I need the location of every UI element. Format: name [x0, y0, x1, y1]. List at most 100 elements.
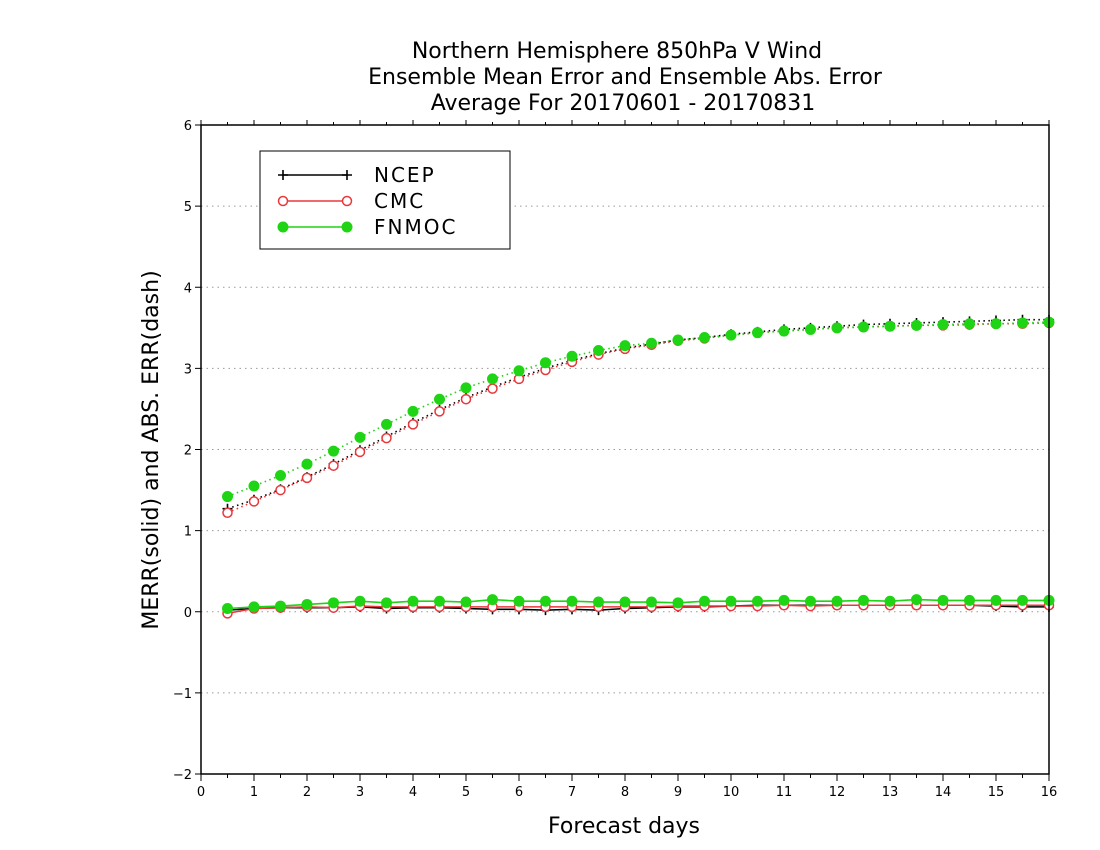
data-point-fnmoc-abs — [964, 318, 975, 330]
legend-item-cmc: CMC — [277, 189, 425, 213]
y-tick-label: 4 — [184, 281, 192, 296]
data-point-cmc-abs — [407, 419, 419, 430]
data-point-fnmoc-merr — [513, 595, 525, 607]
data-point-cmc-abs — [460, 393, 472, 405]
data-point-fnmoc-abs — [1017, 317, 1028, 329]
legend-label-fnmoc: FNMOC — [374, 215, 457, 239]
x-tick-label: 5 — [462, 785, 470, 800]
plot-frame — [200, 124, 1050, 775]
data-point-fnmoc-merr — [778, 594, 790, 606]
data-point-fnmoc-abs — [672, 334, 684, 346]
y-tick-label: −1 — [173, 687, 192, 702]
data-point-cmc-abs — [248, 496, 260, 507]
data-point-fnmoc-merr — [222, 603, 233, 615]
x-axis-label: Forecast days — [548, 814, 700, 839]
data-point-fnmoc-merr — [884, 595, 896, 607]
data-point-fnmoc-merr — [725, 595, 737, 607]
data-point-fnmoc-abs — [831, 322, 843, 334]
data-point-fnmoc-abs — [990, 318, 1002, 330]
series-line-fnmoc-abs — [227, 321, 1050, 498]
y-tick-label: 2 — [184, 444, 192, 459]
data-point-fnmoc-merr — [354, 595, 366, 607]
series-cmc — [222, 317, 1055, 619]
legend-item-fnmoc: FNMOC — [277, 215, 457, 239]
x-tick-label: 7 — [568, 785, 576, 800]
data-point-fnmoc-abs — [937, 319, 949, 331]
data-point-fnmoc-merr — [911, 594, 922, 606]
data-point-fnmoc-abs — [354, 431, 366, 443]
data-point-fnmoc-merr — [805, 595, 816, 607]
data-point-fnmoc-abs — [805, 323, 816, 335]
x-tick-label: 4 — [409, 785, 417, 800]
data-point-fnmoc-abs — [540, 357, 551, 369]
y-tick-label: 3 — [184, 362, 192, 377]
data-point-cmc-abs — [487, 383, 498, 394]
data-point-fnmoc-abs — [619, 340, 631, 352]
x-tick-label: 16 — [1041, 785, 1058, 800]
data-point-fnmoc-abs — [911, 319, 922, 331]
legend-label-cmc: CMC — [374, 189, 425, 213]
data-point-fnmoc-merr — [328, 597, 339, 609]
data-point-fnmoc-abs — [646, 337, 657, 349]
series-line-ncep-abs — [227, 318, 1049, 510]
title-line-2: Ensemble Mean Error and Ensemble Abs. Er… — [368, 65, 883, 90]
legend-marker — [277, 221, 289, 233]
x-tick-label: 13 — [882, 785, 899, 800]
legend-marker — [341, 195, 353, 207]
y-tick-label: 5 — [184, 200, 192, 215]
x-tick-label: 1 — [250, 785, 258, 800]
series-line-cmc-abs — [227, 322, 1050, 514]
x-tick-label: 14 — [935, 785, 952, 800]
data-point-fnmoc-abs — [593, 345, 604, 357]
data-point-fnmoc-merr — [858, 594, 869, 606]
data-point-fnmoc-abs — [301, 458, 313, 470]
data-point-cmc-abs — [222, 507, 233, 519]
data-point-fnmoc-abs — [328, 445, 339, 457]
legend-marker — [278, 170, 288, 180]
data-point-fnmoc-abs — [248, 480, 260, 492]
data-point-fnmoc-merr — [460, 596, 472, 608]
data-point-fnmoc-merr — [619, 596, 631, 608]
data-point-cmc-abs — [301, 472, 313, 484]
data-point-fnmoc-merr — [646, 596, 657, 608]
data-point-fnmoc-merr — [540, 595, 551, 607]
data-point-fnmoc-abs — [858, 321, 869, 333]
y-tick-label: 6 — [184, 119, 192, 134]
x-tick-label: 10 — [723, 785, 740, 800]
data-point-cmc-abs — [275, 484, 286, 496]
data-point-fnmoc-abs — [434, 393, 445, 405]
x-tick-label: 15 — [988, 785, 1005, 800]
legend-item-ncep: NCEP — [278, 163, 436, 187]
series-fnmoc — [222, 316, 1055, 615]
x-tick-label: 2 — [303, 785, 311, 800]
y-tick-label: −2 — [173, 768, 192, 783]
data-point-fnmoc-merr — [699, 595, 710, 607]
grid — [201, 205, 1049, 694]
x-tick-label: 11 — [776, 785, 793, 800]
data-point-fnmoc-abs — [487, 373, 498, 385]
title-line-1: Northern Hemisphere 850hPa V Wind — [412, 39, 822, 64]
data-point-fnmoc-merr — [964, 594, 975, 606]
data-point-fnmoc-abs — [566, 350, 578, 362]
data-point-cmc-abs — [354, 446, 366, 458]
data-point-fnmoc-merr — [752, 595, 763, 607]
chart-title: Northern Hemisphere 850hPa V Wind Ensemb… — [368, 39, 883, 116]
data-point-fnmoc-abs — [222, 491, 233, 503]
y-tick-label: 0 — [184, 606, 192, 621]
data-point-fnmoc-merr — [672, 597, 684, 609]
data-point-fnmoc-abs — [752, 327, 763, 339]
data-point-cmc-abs — [328, 460, 339, 471]
legend-marker — [277, 195, 289, 207]
data-point-fnmoc-merr — [434, 595, 445, 607]
data-point-fnmoc-merr — [937, 594, 949, 606]
legend-marker — [342, 170, 352, 180]
legend-label-ncep: NCEP — [374, 163, 436, 187]
data-point-fnmoc-abs — [460, 382, 472, 394]
data-point-fnmoc-abs — [381, 418, 392, 430]
data-point-fnmoc-abs — [778, 325, 790, 337]
data-point-fnmoc-merr — [381, 597, 392, 609]
legend-box — [259, 150, 511, 250]
data-point-fnmoc-abs — [884, 320, 896, 332]
